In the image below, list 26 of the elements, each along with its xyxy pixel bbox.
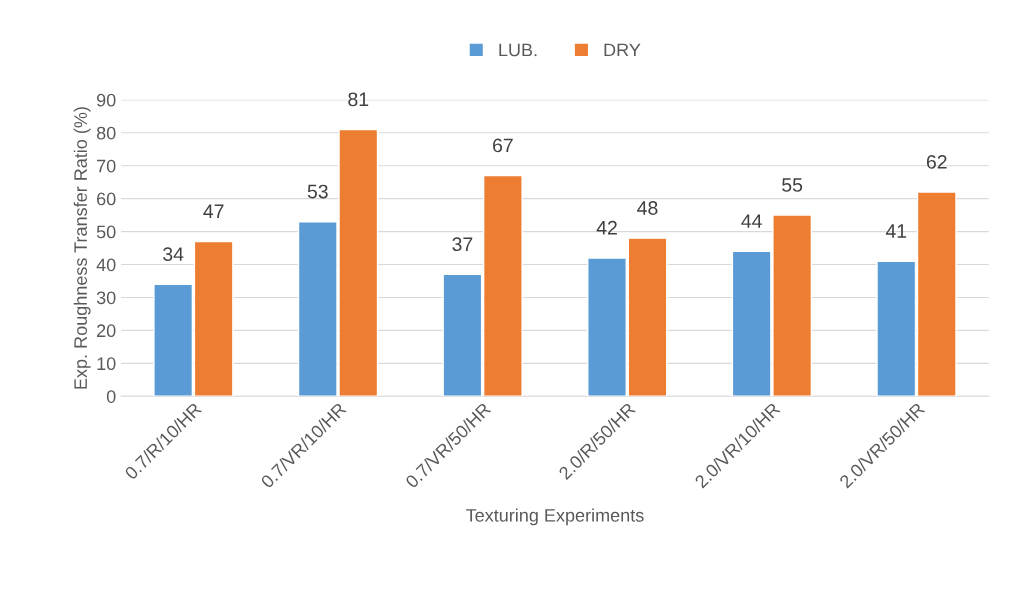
data-label: 42 (596, 220, 617, 235)
y-axis-title: Exp. Roughness Transfer Ratio (%) (73, 107, 91, 389)
y-tick-label: 70 (97, 159, 116, 173)
data-label: 34 (163, 247, 184, 261)
data-label: 41 (885, 224, 907, 238)
data-label: 81 (348, 92, 369, 107)
y-tick-label: 40 (96, 258, 116, 272)
y-tick-label: 0 (106, 390, 116, 403)
y-tick-label: 50 (96, 225, 116, 239)
data-label: 48 (637, 201, 658, 215)
data-label: 53 (307, 184, 328, 199)
y-tick-label: 10 (97, 357, 116, 371)
y-tick-label: 80 (96, 126, 116, 140)
legend-label: LUB. (499, 43, 537, 57)
x-axis-title: Texturing Experiments (466, 508, 644, 526)
y-tick-label: 60 (97, 192, 116, 206)
data-label: 67 (493, 138, 513, 153)
y-tick-label: 20 (97, 324, 116, 338)
data-label: 44 (741, 214, 762, 228)
legend-label: DRY (604, 43, 641, 57)
y-tick-label: 90 (96, 93, 116, 107)
data-label: 47 (203, 204, 224, 218)
data-label: 62 (926, 155, 947, 169)
data-label: 55 (782, 178, 803, 192)
data-label: 37 (452, 237, 473, 252)
y-tick-label: 30 (96, 291, 116, 305)
